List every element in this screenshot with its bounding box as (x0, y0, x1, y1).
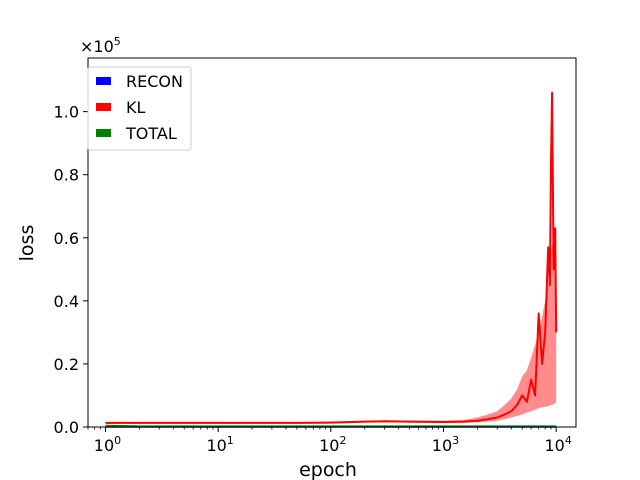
y-tick-label: 0.2 (54, 355, 79, 374)
y-tick-label: 0.4 (54, 292, 79, 311)
x-axis-label: epoch (299, 459, 357, 480)
legend-label-1: KL (126, 98, 145, 117)
series-band-1 (105, 231, 557, 424)
y-tick-label: 0.0 (54, 418, 79, 437)
y-offset-exponent: 5 (114, 35, 121, 48)
legend-label-0: RECON (126, 72, 183, 91)
y-axis-ticks: 0.0 0.2 0.4 0.6 0.8 1.0 (54, 103, 88, 437)
legend-frame (87, 66, 192, 151)
legend-label-2: TOTAL (125, 124, 177, 143)
x-tick-label: 100 (94, 434, 121, 455)
series-line-1 (105, 91, 558, 424)
y-tick-label: 0.8 (54, 166, 79, 185)
x-tick-label: 102 (319, 434, 346, 455)
y-tick-label: 1.0 (54, 103, 79, 122)
legend-swatch-1 (96, 103, 111, 111)
legend-swatch-0 (96, 77, 111, 85)
x-tick-label: 103 (432, 434, 459, 455)
y-tick-label: 0.6 (54, 229, 79, 248)
x-tick-label: 104 (544, 434, 571, 455)
legend: RECON KL TOTAL (87, 66, 192, 151)
y-axis-label: loss (16, 225, 38, 262)
kl-band-group (105, 231, 557, 424)
axes-frame (87, 57, 577, 428)
x-tick-label: 101 (206, 434, 233, 455)
x-axis-ticks: 100 101 102 103 104 (87, 427, 572, 455)
y-offset-label: ×105 (80, 35, 121, 56)
legend-swatch-2 (96, 129, 111, 137)
y-offset-base: ×10 (80, 37, 114, 56)
series-line-2 (105, 424, 557, 428)
